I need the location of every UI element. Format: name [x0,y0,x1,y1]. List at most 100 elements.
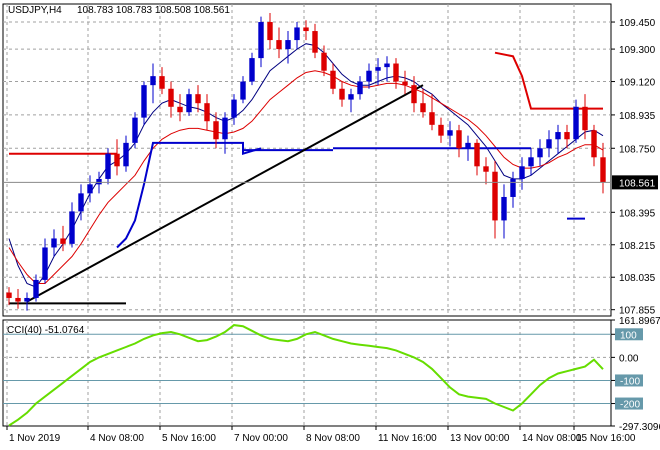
price-tick-label: 109.300 [619,45,656,56]
bull-candle [528,157,534,167]
cci-tick-label: 0.00 [619,353,639,364]
price-tick-label: 108.395 [619,208,656,219]
time-label: 4 Nov 08:00 [90,433,144,444]
bull-candle [78,193,84,212]
cci-tick-label: -100 [620,376,640,387]
bull-candle [384,63,390,68]
bull-candle [573,106,579,140]
bull-candle [348,94,354,100]
bull-candle [105,153,111,179]
ohlc-label: 108.783 108.783 108.508 108.561 [77,5,230,16]
bull-candle [69,211,75,244]
bull-candle [447,130,453,136]
bull-candle [465,142,471,149]
bear-candle [339,88,345,100]
bull-candle [96,178,102,185]
time-label: 11 Nov 16:00 [378,433,437,444]
time-label: 15 Nov 16:00 [576,433,636,444]
bull-candle [537,148,543,158]
trendline [26,84,424,303]
bear-candle [276,40,282,50]
bear-candle [60,238,66,244]
bull-candle [141,85,147,118]
time-label: 14 Nov 08:00 [522,433,582,444]
bear-candle [312,31,318,53]
bear-candle [402,81,408,86]
bear-candle [213,121,219,140]
bear-candle [177,106,183,113]
bear-candle [393,63,399,82]
bear-candle [6,292,12,298]
bull-candle [546,139,552,149]
price-tick-label: 109.120 [619,78,656,89]
bear-candle [582,106,588,131]
cci-line [8,324,604,427]
cci-label: CCI(40) -51.0764 [7,325,85,336]
bull-candle [231,99,237,118]
bear-candle [591,130,597,158]
bull-candle [366,70,372,82]
time-label: 13 Nov 00:00 [450,433,510,444]
bull-candle [501,196,507,221]
price-tick-label: 109.450 [619,18,656,29]
stop-line [494,51,603,110]
current-price-label: 108.561 [619,178,656,189]
bear-candle [159,76,165,89]
bull-candle [87,184,93,194]
bull-candle [510,178,516,197]
bear-candle [474,142,480,167]
price-panel: USDJPY,H4 108.783 108.783 108.508 108.56… [2,3,612,317]
price-tick-label: 108.035 [619,273,656,284]
cci-axis: 161.8967 100 0.00 -100 -200 -297.3096 [611,316,660,433]
cci-level-box [615,328,643,341]
bull-candle [186,94,192,113]
price-tick-label: 108.935 [619,111,656,122]
time-label: 7 Nov 00:00 [234,433,288,444]
bear-candle [267,22,273,41]
time-label: 1 Nov 2019 [9,433,61,444]
bear-candle [438,124,444,136]
bull-candle [294,27,300,41]
bear-candle [456,130,462,149]
bull-candle [285,40,291,50]
price-tick-label: 108.750 [619,144,656,155]
bull-candle [375,67,381,71]
bear-candle [204,103,210,122]
bull-candle [555,132,561,140]
bull-candle [51,238,57,248]
bull-candle [519,166,525,179]
bull-candle [132,117,138,143]
bull-candle [33,279,39,298]
bear-candle [564,132,570,140]
current-price-box [612,175,658,190]
time-label: 8 Nov 08:00 [306,433,360,444]
time-label: 5 Nov 16:00 [162,433,216,444]
bull-candle [24,297,30,302]
bear-candle [321,52,327,71]
bull-candle [249,58,255,82]
cci-tick-label: 100 [620,330,637,341]
cci-level-box [615,397,643,410]
bull-candle [222,117,228,140]
cci-tick-label: 161.8967 [619,316,660,327]
cci-tick-label: -297.3096 [619,422,660,433]
price-axis: 109.450 109.300 109.120 108.935 108.750 108.3… [611,18,658,317]
cci-tick-label: -200 [620,400,640,411]
bear-candle [330,70,336,89]
bull-candle [150,76,156,86]
time-axis: 1 Nov 2019 4 Nov 08:00 5 Nov 16:00 7 Nov 00… [6,426,636,444]
bear-candle [411,85,417,104]
bull-candle [123,142,129,167]
bull-candle [258,22,264,59]
bear-candle [15,297,21,302]
symbol-label: USDJPY,H4 [8,5,62,16]
bear-candle [600,157,606,183]
price-tick-label: 108.215 [619,241,656,252]
price-grid [3,4,611,316]
cci-panel: CCI(40) -51.0764 [2,319,612,427]
cci-level-box [615,374,643,387]
bear-candle [114,153,120,167]
slow-ma-line [8,70,604,284]
price-plot [3,13,611,311]
